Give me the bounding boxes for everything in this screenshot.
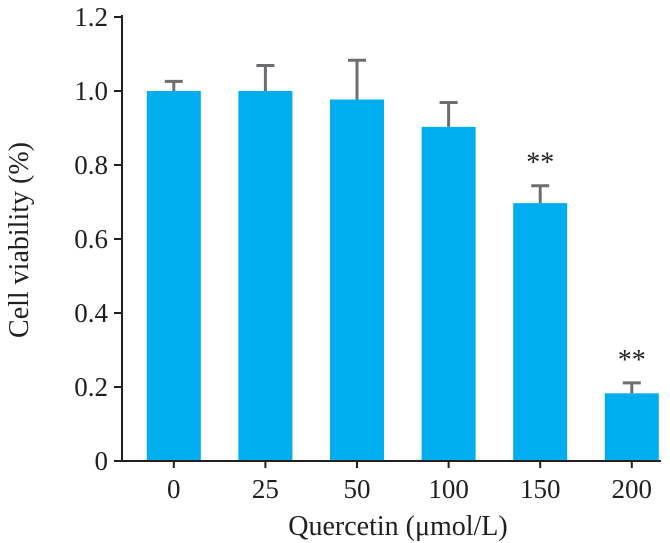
x-tick-label-0: 0	[167, 474, 181, 504]
x-tick-label-200: 200	[612, 474, 653, 504]
significance-marker-200: **	[618, 345, 646, 376]
axes-layer: 0 25 50 100 150 200 0 0.2 0.4 0.6 0.8 1.0 1.2	[74, 2, 661, 504]
bar-100	[421, 126, 476, 461]
significance-marker-150: **	[526, 148, 554, 179]
y-tick-label-0: 0	[95, 446, 109, 476]
y-tick-label-0.2: 0.2	[74, 372, 108, 402]
x-tick-label-150: 150	[520, 474, 561, 504]
y-tick-label-1.0: 1.0	[74, 76, 108, 106]
x-tick-label-25: 25	[252, 474, 279, 504]
bar-25	[238, 91, 293, 461]
y-tick-label-0.6: 0.6	[74, 224, 108, 254]
y-axis-title: Cell viability (%)	[4, 142, 35, 338]
bar-0	[146, 91, 201, 461]
annotations-layer: ** **	[526, 148, 646, 376]
bar-50	[330, 99, 384, 461]
y-tick-label-0.8: 0.8	[74, 150, 108, 180]
x-tick-label-50: 50	[344, 474, 371, 504]
y-tick-label-1.2: 1.2	[74, 2, 108, 32]
y-tick-label-0.4: 0.4	[74, 298, 108, 328]
x-tick-label-100: 100	[428, 474, 469, 504]
bar-150	[513, 203, 568, 462]
bars-layer	[146, 91, 659, 462]
bar-200	[604, 393, 659, 461]
x-axis-title: Quercetin (μmol/L)	[288, 511, 508, 542]
error-bars-layer	[164, 58, 641, 394]
